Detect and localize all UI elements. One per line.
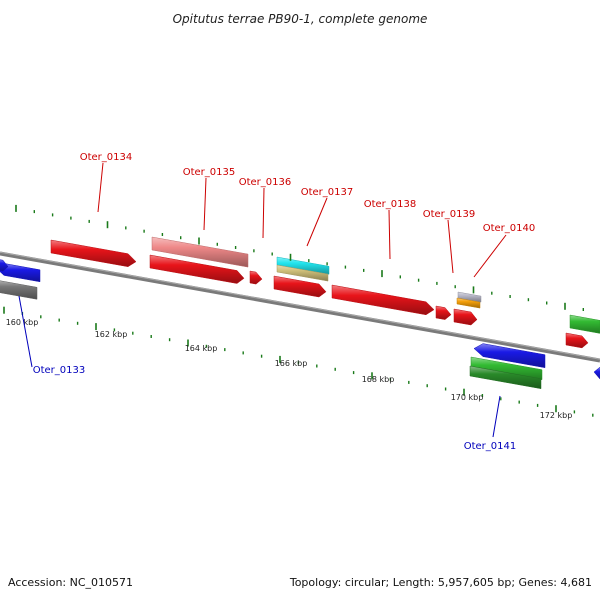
leader-line (262, 187, 265, 239)
gene-red-under-0140 (453, 308, 478, 326)
tick-label: 168 kbp (362, 375, 395, 384)
gene-green-right (569, 314, 600, 334)
leader-line (473, 234, 507, 278)
tick-label: 170 kbp (451, 393, 484, 402)
gene-oter-0139 (435, 305, 452, 320)
gene-blue-right (593, 366, 600, 380)
gene-oter-0140-lightgrey (457, 291, 482, 303)
gene-oter-0141-green (470, 356, 543, 380)
gene-features (0, 236, 600, 389)
gene-red-right (565, 332, 589, 349)
gene-label: Oter_0134 (80, 152, 133, 163)
gene-grey-left (0, 280, 38, 300)
gene-label: Oter_0133 (33, 365, 86, 376)
tick-label: 162 kbp (95, 330, 128, 339)
gene-oter-0138 (331, 284, 435, 316)
gene-oter-0140-orange (456, 297, 481, 309)
gene-label: Oter_0138 (364, 199, 417, 210)
tick-label: 166 kbp (275, 359, 308, 368)
leader-line (97, 162, 104, 213)
gene-label: Oter_0139 (423, 209, 476, 220)
gene-red-under-0137 (273, 275, 327, 298)
gene-red-under-0135 (149, 254, 245, 284)
genome-backbone-highlight (0, 251, 600, 360)
gene-label: Oter_0140 (483, 223, 536, 234)
gene-label: Oter_0135 (183, 167, 236, 178)
leader-line (492, 395, 501, 438)
tick-marks (3, 204, 594, 417)
leader-line (18, 295, 33, 368)
genome-backbone (0, 251, 600, 363)
leader-line (447, 219, 454, 274)
tick-labels: 160 kbp 162 kbp 164 kbp 166 kbp 168 kbp 170 k… (6, 318, 573, 420)
gene-oter-0136 (249, 270, 263, 285)
tick-label: 164 kbp (185, 344, 218, 353)
gene-label: Oter_0137 (301, 187, 354, 198)
gene-blue-small (0, 259, 9, 272)
leader-line (203, 177, 207, 231)
gene-oter-0141-darkgreen (469, 365, 542, 389)
gene-oter-0141-blue (473, 343, 546, 368)
gene-oter-0134 (50, 239, 137, 267)
gene-label: Oter_0136 (239, 177, 292, 188)
tick-label: 172 kbp (540, 411, 573, 420)
accession-text: Accession: NC_010571 (8, 576, 133, 589)
gene-label: Oter_0141 (464, 441, 517, 452)
gene-oter-0135-pink (151, 236, 249, 268)
leader-line (388, 209, 391, 260)
genome-summary-text: Topology: circular; Length: 5,957,605 bp… (289, 576, 592, 589)
gene-oter-0137-cyan (276, 256, 330, 275)
leader-line (306, 197, 328, 247)
map-title: Opitutus terrae PB90-1, complete genome (173, 12, 428, 26)
tick-label: 160 kbp (6, 318, 39, 327)
gene-oter-0137-khaki (276, 264, 329, 282)
